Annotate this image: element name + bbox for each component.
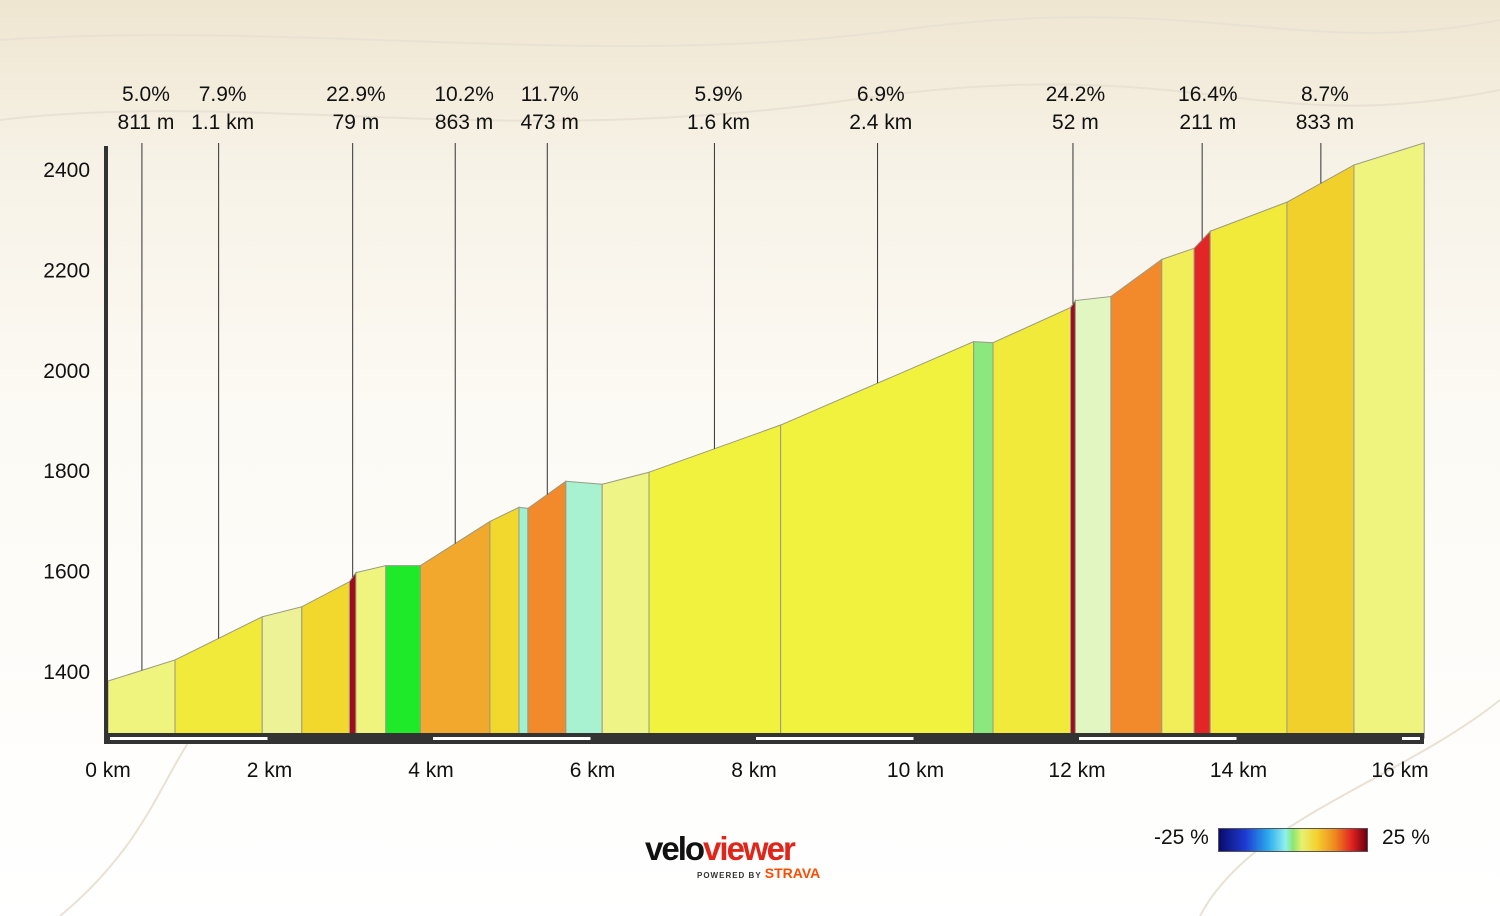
profile-segment-12 <box>565 480 603 739</box>
annotation-length-3: 79 m <box>333 111 380 134</box>
logo-wordmark: veloviewer <box>645 832 825 866</box>
profile-segment-25 <box>1353 142 1425 739</box>
x-tick-label-2: 2 km <box>247 759 293 782</box>
profile-segment-23 <box>1209 201 1288 739</box>
y-tick-label-5: 2200 <box>43 259 90 282</box>
annotation-length-6: 1.6 km <box>687 111 750 134</box>
x-axis-marker-1 <box>110 737 268 740</box>
profile-segment-13 <box>601 471 650 739</box>
profile-segment-6 <box>355 564 387 739</box>
profile-segment-3 <box>261 606 303 739</box>
annotation-length-10: 833 m <box>1296 111 1354 134</box>
annotation-length-4: 863 m <box>435 111 493 134</box>
profile-segment-17 <box>992 306 1072 739</box>
profile-segment-15 <box>780 340 975 739</box>
veloviewer-logo: veloviewer POWERED BY STRAVA <box>645 832 825 883</box>
contour-decoration <box>0 16 1500 916</box>
x-tick-label-1: 0 km <box>85 759 131 782</box>
x-axis-marker-5 <box>1402 737 1420 740</box>
y-tick-label-3: 1800 <box>43 460 90 483</box>
logo-velo: velo <box>645 830 705 867</box>
profile-segment-21 <box>1161 247 1195 739</box>
annotation-grade-3: 22.9% <box>326 83 386 106</box>
profile-segment-16 <box>973 341 994 739</box>
logo-powered-by: POWERED BY STRAVA <box>697 866 825 883</box>
gradient-segments <box>107 142 1425 739</box>
annotation-grade-6: 5.9% <box>695 83 743 106</box>
segment-annotations: 5.0% 811 m 7.9% 1.1 km 22.9% 79 m 10.2% 863 m 11… <box>118 83 1354 671</box>
annotation-grade-7: 6.9% <box>857 83 905 106</box>
strava-text: STRAVA <box>764 865 821 881</box>
annotation-length-8: 52 m <box>1052 111 1099 134</box>
annotation-grade-9: 16.4% <box>1178 83 1238 106</box>
annotation-grade-1: 5.0% <box>122 83 170 106</box>
legend-min-label: -25 % <box>1154 826 1209 849</box>
x-tick-label-7: 12 km <box>1048 759 1105 782</box>
powered-by-text: POWERED BY <box>697 871 762 880</box>
annotation-grade-10: 8.7% <box>1301 83 1349 106</box>
x-tick-label-3: 4 km <box>408 759 454 782</box>
profile-segment-20 <box>1110 258 1163 739</box>
annotation-grade-8: 24.2% <box>1046 83 1106 106</box>
profile-segment-11 <box>527 480 567 739</box>
profile-segment-18 <box>1070 298 1076 739</box>
x-tick-label-9: 16 km <box>1371 759 1428 782</box>
annotation-grade-5: 11.7% <box>521 83 579 106</box>
profile-segment-24 <box>1286 164 1355 739</box>
x-tick-label-4: 6 km <box>570 759 616 782</box>
profile-segment-9 <box>489 506 520 739</box>
profile-segment-7 <box>385 565 422 739</box>
y-tick-label-1: 1400 <box>43 661 90 684</box>
annotation-length-9: 211 m <box>1179 111 1236 134</box>
profile-segment-19 <box>1074 295 1112 739</box>
x-axis-marker-2 <box>433 737 591 740</box>
profile-segment-14 <box>648 424 782 739</box>
profile-segment-10 <box>518 506 529 739</box>
legend-max-label: 25 % <box>1382 826 1430 849</box>
profile-segment-1 <box>107 659 176 739</box>
profile-segment-4 <box>301 580 350 739</box>
y-tick-label-4: 2000 <box>43 360 90 383</box>
axes: 0 km 2 km 4 km 6 km 8 km 10 km 12 km 14 km 16 km… <box>43 146 1429 782</box>
x-tick-label-8: 14 km <box>1210 759 1267 782</box>
annotation-grade-2: 7.9% <box>199 83 247 106</box>
x-axis-marker-4 <box>1079 737 1237 740</box>
logo-viewer: viewer <box>703 830 796 867</box>
x-tick-label-5: 8 km <box>731 759 777 782</box>
annotation-length-7: 2.4 km <box>849 111 912 134</box>
annotation-length-5: 473 m <box>521 111 579 134</box>
x-axis-marker-3 <box>756 737 914 740</box>
profile-segment-22 <box>1193 229 1211 739</box>
y-tick-label-2: 1600 <box>43 561 90 584</box>
annotation-length-2: 1.1 km <box>191 111 254 134</box>
legend-color-bar <box>1218 828 1368 852</box>
annotation-length-1: 811 m <box>118 111 175 134</box>
profile-segment-5 <box>348 571 357 739</box>
y-tick-label-6: 2400 <box>43 159 90 182</box>
annotation-grade-4: 10.2% <box>434 83 494 106</box>
x-tick-label-6: 10 km <box>887 759 944 782</box>
profile-segment-8 <box>420 520 491 739</box>
